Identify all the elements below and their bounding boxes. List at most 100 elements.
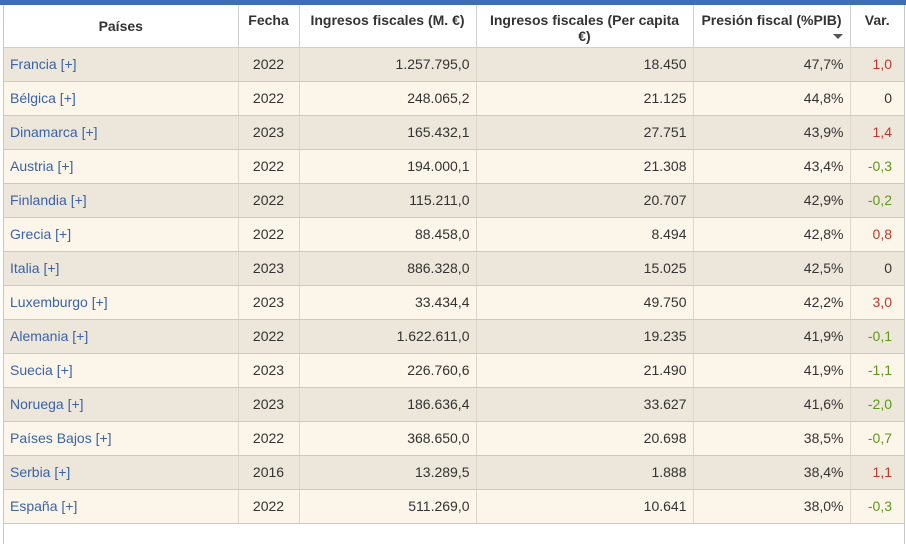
date-cell: 2022 bbox=[237, 421, 299, 456]
date-cell: 2023 bbox=[237, 251, 299, 286]
revenue-per-capita-cell: 33.627 bbox=[475, 387, 693, 422]
country-link[interactable]: Italia [+] bbox=[10, 260, 60, 276]
country-link[interactable]: Serbia [+] bbox=[10, 464, 71, 480]
revenue-per-capita-cell: 21.308 bbox=[475, 149, 693, 184]
table-row: Noruega [+] 2023 186.636,4 33.627 41,6% -2,0 bbox=[4, 387, 904, 422]
country-link[interactable]: España [+] bbox=[10, 498, 78, 514]
revenue-m-cell: 186.636,4 bbox=[298, 387, 476, 422]
date-cell: 2023 bbox=[237, 115, 299, 150]
sort-descending-icon[interactable] bbox=[832, 33, 843, 39]
revenue-per-capita-cell: 21.490 bbox=[475, 353, 693, 388]
country-cell[interactable]: España [+] bbox=[4, 489, 238, 524]
country-cell[interactable]: Finlandia [+] bbox=[4, 183, 238, 218]
country-link[interactable]: Países Bajos [+] bbox=[10, 430, 112, 446]
column-header-revenue-per-capita[interactable]: Ingresos fiscales (Per capita €) bbox=[475, 5, 693, 48]
var-cell: -2,0 bbox=[849, 387, 904, 422]
table-row: Luxemburgo [+] 2023 33.434,4 49.750 42,2% 3,0 bbox=[4, 285, 904, 320]
country-link[interactable]: Bélgica [+] bbox=[10, 90, 76, 106]
fiscal-pressure-cell: 38,5% bbox=[692, 421, 850, 456]
revenue-m-cell: 226.760,6 bbox=[298, 353, 476, 388]
country-cell[interactable]: Francia [+] bbox=[4, 47, 238, 82]
var-cell: 1,1 bbox=[849, 455, 904, 490]
country-link[interactable]: Suecia [+] bbox=[10, 362, 73, 378]
fiscal-pressure-cell: 38,4% bbox=[692, 455, 850, 490]
table-row: Bélgica [+] 2022 248.065,2 21.125 44,8% 0 bbox=[4, 81, 904, 116]
country-cell[interactable]: Italia [+] bbox=[4, 251, 238, 286]
revenue-per-capita-cell: 8.494 bbox=[475, 217, 693, 252]
revenue-per-capita-cell: 1.888 bbox=[475, 455, 693, 490]
var-value: 0,8 bbox=[872, 226, 892, 242]
var-cell: 0,8 bbox=[849, 217, 904, 252]
country-link[interactable]: Alemania [+] bbox=[10, 328, 89, 344]
date-cell: 2023 bbox=[237, 387, 299, 422]
revenue-m-cell: 33.434,4 bbox=[298, 285, 476, 320]
date-cell: 2022 bbox=[237, 81, 299, 116]
table-row: Países Bajos [+] 2022 368.650,0 20.698 38,5%… bbox=[4, 421, 904, 456]
var-value: -0,3 bbox=[867, 158, 892, 174]
country-cell[interactable]: Dinamarca [+] bbox=[4, 115, 238, 150]
revenue-per-capita-cell: 10.641 bbox=[475, 489, 693, 524]
revenue-m-cell: 368.650,0 bbox=[298, 421, 476, 456]
var-value: 1,0 bbox=[872, 56, 892, 72]
var-cell: -0,2 bbox=[849, 183, 904, 218]
column-header-date[interactable]: Fecha bbox=[237, 5, 299, 48]
var-cell: 0 bbox=[849, 251, 904, 286]
table-row: España [+] 2022 511.269,0 10.641 38,0% -0,3 bbox=[4, 489, 904, 524]
var-cell: -0,3 bbox=[849, 489, 904, 524]
country-cell[interactable]: Serbia [+] bbox=[4, 455, 238, 490]
var-value: 1,1 bbox=[872, 464, 892, 480]
table-row: Grecia [+] 2022 88.458,0 8.494 42,8% 0,8 bbox=[4, 217, 904, 252]
country-cell[interactable]: Grecia [+] bbox=[4, 217, 238, 252]
var-cell: -0,7 bbox=[849, 421, 904, 456]
revenue-m-cell: 511.269,0 bbox=[298, 489, 476, 524]
country-link[interactable]: Austria [+] bbox=[10, 158, 74, 174]
column-header-revenue-m[interactable]: Ingresos fiscales (M. €) bbox=[298, 5, 476, 48]
country-cell[interactable]: Luxemburgo [+] bbox=[4, 285, 238, 320]
var-value: -0,1 bbox=[867, 328, 892, 344]
column-header-var[interactable]: Var. bbox=[849, 5, 904, 48]
date-cell: 2022 bbox=[237, 183, 299, 218]
table-row: Dinamarca [+] 2023 165.432,1 27.751 43,9% 1,4 bbox=[4, 115, 904, 150]
fiscal-pressure-cell: 42,5% bbox=[692, 251, 850, 286]
revenue-m-cell: 1.257.795,0 bbox=[298, 47, 476, 82]
revenue-per-capita-cell: 27.751 bbox=[475, 115, 693, 150]
revenue-per-capita-cell: 20.707 bbox=[475, 183, 693, 218]
var-value: -0,2 bbox=[867, 192, 892, 208]
country-link[interactable]: Dinamarca [+] bbox=[10, 124, 98, 140]
date-cell: 2022 bbox=[237, 47, 299, 82]
column-header-fiscal-pressure[interactable]: Presión fiscal (%PIB) bbox=[692, 5, 850, 48]
revenue-m-cell: 13.289,5 bbox=[298, 455, 476, 490]
column-header-revenue-per-capita-label: Ingresos fiscales (Per capita €) bbox=[489, 12, 680, 44]
var-cell: -0,1 bbox=[849, 319, 904, 354]
country-cell[interactable]: Noruega [+] bbox=[4, 387, 238, 422]
country-link[interactable]: Luxemburgo [+] bbox=[10, 294, 108, 310]
table-body: Francia [+] 2022 1.257.795,0 18.450 47,7% 1,0… bbox=[4, 47, 904, 524]
revenue-per-capita-cell: 18.450 bbox=[475, 47, 693, 82]
column-header-country[interactable]: Países bbox=[4, 5, 238, 48]
country-cell[interactable]: Alemania [+] bbox=[4, 319, 238, 354]
column-header-country-label: Países bbox=[98, 17, 143, 34]
tax-revenue-table: Países Fecha Ingresos fiscales (M. €) In… bbox=[4, 5, 904, 524]
date-cell: 2023 bbox=[237, 285, 299, 320]
var-value: -0,3 bbox=[867, 498, 892, 514]
var-cell: 1,4 bbox=[849, 115, 904, 150]
country-cell[interactable]: Suecia [+] bbox=[4, 353, 238, 388]
fiscal-pressure-cell: 42,2% bbox=[692, 285, 850, 320]
revenue-per-capita-cell: 19.235 bbox=[475, 319, 693, 354]
revenue-per-capita-cell: 49.750 bbox=[475, 285, 693, 320]
table-row: Suecia [+] 2023 226.760,6 21.490 41,9% -1,1 bbox=[4, 353, 904, 388]
fiscal-pressure-cell: 41,9% bbox=[692, 319, 850, 354]
table-row: Serbia [+] 2016 13.289,5 1.888 38,4% 1,1 bbox=[4, 455, 904, 490]
var-value: -2,0 bbox=[867, 396, 892, 412]
country-link[interactable]: Grecia [+] bbox=[10, 226, 72, 242]
country-cell[interactable]: Bélgica [+] bbox=[4, 81, 238, 116]
var-value: 1,4 bbox=[872, 124, 892, 140]
country-cell[interactable]: Austria [+] bbox=[4, 149, 238, 184]
column-header-date-label: Fecha bbox=[248, 12, 289, 28]
fiscal-pressure-cell: 43,4% bbox=[692, 149, 850, 184]
country-cell[interactable]: Países Bajos [+] bbox=[4, 421, 238, 456]
var-cell: 1,0 bbox=[849, 47, 904, 82]
country-link[interactable]: Finlandia [+] bbox=[10, 192, 87, 208]
country-link[interactable]: Noruega [+] bbox=[10, 396, 84, 412]
country-link[interactable]: Francia [+] bbox=[10, 56, 77, 72]
